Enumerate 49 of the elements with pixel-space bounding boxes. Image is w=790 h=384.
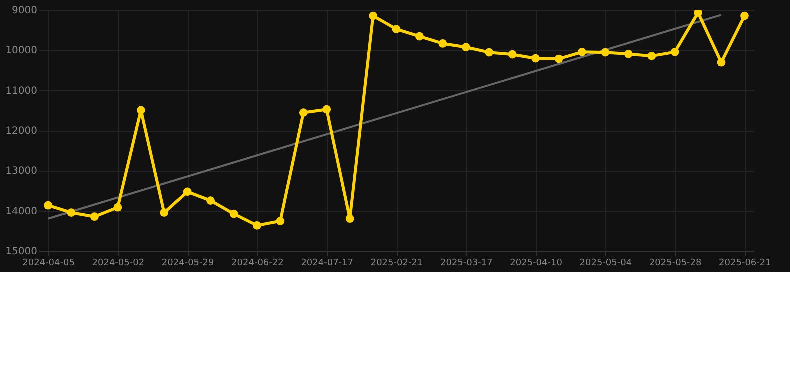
point [601,48,610,57]
point [648,52,656,60]
point [670,48,680,56]
point [624,50,633,58]
point [462,43,470,52]
point [322,105,332,114]
x-tick-label: 2025-04-10 [510,258,563,268]
point [416,32,424,41]
point [485,48,494,57]
y-tick-label: 11000 [6,86,38,97]
point [160,208,169,218]
x-tick-label: 2025-05-04 [580,258,632,268]
point [717,58,726,67]
x-tick-label: 2025-02-21 [370,258,424,268]
y-tick-label: 12000 [6,126,38,137]
point [90,212,99,222]
x-tick-label: 2024-07-17 [301,258,354,268]
y-tick-label: 9000 [12,6,38,16]
x-tick-label: 2024-04-05 [22,258,75,268]
point [253,222,262,230]
x-tick-label: 2025-03-17 [440,258,493,268]
point [230,210,238,218]
point [392,25,401,34]
point [44,201,52,210]
x-tick-label: 2024-05-02 [92,258,145,268]
point [136,106,146,115]
point [694,10,702,17]
y-tick-label: 10000 [6,46,38,57]
point [578,48,586,56]
point [67,208,76,218]
x-tick-label: 2024-06-22 [232,258,284,268]
y-tick-label: 14000 [6,206,38,218]
point [346,214,354,224]
point [183,188,192,196]
point [114,203,122,212]
point [438,40,448,48]
point [276,217,285,226]
point [206,196,215,205]
y-tick-label: 15000 [6,246,38,258]
point [369,12,378,20]
point [554,54,564,64]
x-tick-label: 2025-05-28 [649,258,702,268]
point [532,54,540,63]
y-tick-label: 13000 [6,166,38,178]
x-tick-label: 2025-06-21 [719,258,772,268]
x-tick-label: 2024-05-29 [162,258,214,268]
point [299,108,308,117]
point [508,50,517,59]
point [740,12,749,20]
